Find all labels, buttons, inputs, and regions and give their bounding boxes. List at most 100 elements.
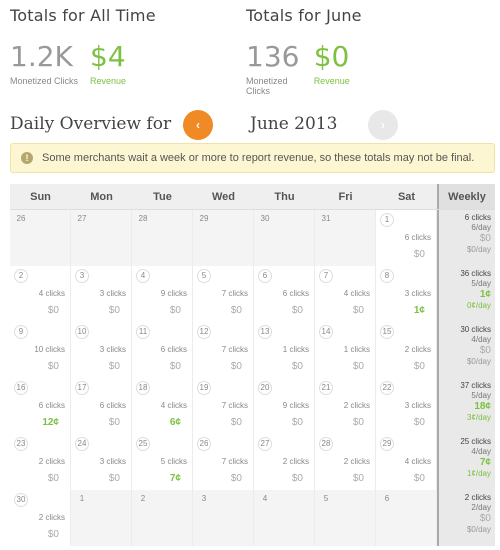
weekly-revenue: 7¢ bbox=[479, 457, 491, 468]
all-time-clicks-value: 1.2K bbox=[10, 40, 73, 73]
day-number: 9 bbox=[14, 325, 28, 339]
day-number: 7 bbox=[319, 269, 333, 283]
all-time-revenue-value: $4 bbox=[90, 40, 126, 73]
weekly-summary: 30 clicks 4/day $0 $0/day bbox=[437, 322, 495, 378]
revenue-delay-alert: ! Some merchants wait a week or more to … bbox=[10, 143, 495, 173]
calendar-day[interactable]: 23 2 clicks $0 bbox=[10, 434, 71, 490]
day-number: 20 bbox=[258, 381, 272, 395]
calendar-day[interactable]: 1 6 clicks $0 bbox=[376, 210, 437, 266]
day-number: 17 bbox=[75, 381, 89, 395]
weekly-revenue-per-day: 3¢/day bbox=[466, 413, 491, 422]
day-number: 21 bbox=[319, 381, 333, 395]
weekly-summary: 37 clicks 5/day 18¢ 3¢/day bbox=[437, 378, 495, 434]
weekly-clicks: 25 clicks bbox=[460, 437, 491, 446]
totals-month-title: Totals for June bbox=[246, 6, 362, 25]
calendar-week-row: 23 2 clicks $0 24 3 clicks $0 25 5 clicks 7¢ 26 7 … bbox=[10, 434, 495, 490]
day-clicks: 3 clicks bbox=[99, 457, 126, 466]
day-clicks: 9 clicks bbox=[282, 401, 309, 410]
totals-all-time-title: Totals for All Time bbox=[10, 6, 156, 25]
calendar-day[interactable]: 10 3 clicks $0 bbox=[71, 322, 132, 378]
calendar-body: 26 27 28 29 30 31 1 6 clicks $0 6 clicks 6/day $0 $0… bbox=[10, 210, 495, 546]
calendar-day[interactable]: 29 4 clicks $0 bbox=[376, 434, 437, 490]
calendar-day[interactable]: 21 2 clicks $0 bbox=[315, 378, 376, 434]
calendar-day[interactable]: 8 3 clicks 1¢ bbox=[376, 266, 437, 322]
calendar-day[interactable]: 11 6 clicks $0 bbox=[132, 322, 193, 378]
day-clicks: 2 clicks bbox=[343, 457, 370, 466]
day-clicks: 1 clicks bbox=[343, 345, 370, 354]
weekly-revenue-per-day: $0/day bbox=[466, 525, 491, 534]
totals-section: Totals for All Time 1.2K Monetized Click… bbox=[10, 6, 490, 96]
header-weekly: Weekly bbox=[437, 184, 495, 209]
totals-all-time-metrics: 1.2K Monetized Clicks $4 Revenue bbox=[10, 40, 138, 87]
calendar-day[interactable]: 5 7 clicks $0 bbox=[193, 266, 254, 322]
weekly-clicks: 2 clicks bbox=[464, 493, 491, 502]
day-number: 23 bbox=[14, 437, 28, 451]
month-revenue-metric: $0 Revenue bbox=[314, 42, 350, 96]
day-revenue: $0 bbox=[47, 361, 59, 372]
weekly-summary: 25 clicks 4/day 7¢ 1¢/day bbox=[437, 434, 495, 490]
calendar-day[interactable]: 18 4 clicks 6¢ bbox=[132, 378, 193, 434]
day-number: 4 bbox=[262, 494, 268, 503]
day-revenue: $0 bbox=[169, 305, 181, 316]
header-mon: Mon bbox=[90, 191, 113, 203]
calendar-day[interactable]: 19 7 clicks $0 bbox=[193, 378, 254, 434]
header-wed: Wed bbox=[211, 191, 236, 203]
calendar-day[interactable]: 24 3 clicks $0 bbox=[71, 434, 132, 490]
weekly-summary: 6 clicks 6/day $0 $0/day bbox=[437, 210, 495, 266]
calendar-day[interactable]: 15 2 clicks $0 bbox=[376, 322, 437, 378]
calendar-day[interactable]: 13 1 clicks $0 bbox=[254, 322, 315, 378]
day-clicks: 5 clicks bbox=[160, 457, 187, 466]
all-time-clicks-metric: 1.2K Monetized Clicks bbox=[10, 40, 78, 87]
calendar-day[interactable]: 4 9 clicks $0 bbox=[132, 266, 193, 322]
calendar-day[interactable]: 27 2 clicks $0 bbox=[254, 434, 315, 490]
day-clicks: 3 clicks bbox=[99, 289, 126, 298]
weekly-clicks-per-day: 4/day bbox=[471, 447, 491, 456]
day-revenue: $0 bbox=[291, 305, 303, 316]
day-revenue: 12¢ bbox=[42, 417, 59, 428]
weekly-revenue: 18¢ bbox=[474, 401, 491, 412]
day-number: 22 bbox=[380, 381, 394, 395]
info-icon: ! bbox=[21, 152, 33, 164]
calendar-day[interactable]: 2 4 clicks $0 bbox=[10, 266, 71, 322]
calendar-day[interactable]: 12 7 clicks $0 bbox=[193, 322, 254, 378]
day-number: 16 bbox=[14, 381, 28, 395]
day-clicks: 10 clicks bbox=[34, 345, 65, 354]
calendar-day[interactable]: 16 6 clicks 12¢ bbox=[10, 378, 71, 434]
calendar-day[interactable]: 6 6 clicks $0 bbox=[254, 266, 315, 322]
totals-month-metrics: 136 Monetized Clicks $0 Revenue bbox=[246, 42, 362, 97]
day-number: 2 bbox=[140, 494, 146, 503]
calendar-day[interactable]: 17 6 clicks $0 bbox=[71, 378, 132, 434]
calendar-day-outside: 26 bbox=[10, 210, 71, 266]
day-revenue: $0 bbox=[108, 417, 120, 428]
prev-month-button[interactable]: ‹ bbox=[183, 110, 213, 140]
calendar-day[interactable]: 7 4 clicks $0 bbox=[315, 266, 376, 322]
day-clicks: 3 clicks bbox=[404, 289, 431, 298]
next-month-button[interactable]: › bbox=[368, 110, 398, 140]
day-revenue: $0 bbox=[108, 473, 120, 484]
calendar-day[interactable]: 25 5 clicks 7¢ bbox=[132, 434, 193, 490]
day-number: 26 bbox=[197, 437, 211, 451]
calendar-day[interactable]: 22 3 clicks $0 bbox=[376, 378, 437, 434]
header-thu: Thu bbox=[274, 191, 295, 203]
day-number: 3 bbox=[75, 269, 89, 283]
day-clicks: 2 clicks bbox=[404, 345, 431, 354]
day-clicks: 9 clicks bbox=[160, 289, 187, 298]
all-time-revenue-metric: $4 Revenue bbox=[90, 40, 126, 87]
day-revenue: 6¢ bbox=[169, 417, 181, 428]
calendar-day[interactable]: 28 2 clicks $0 bbox=[315, 434, 376, 490]
weekly-revenue: $0 bbox=[479, 345, 491, 356]
calendar-day[interactable]: 26 7 clicks $0 bbox=[193, 434, 254, 490]
weekly-clicks-per-day: 5/day bbox=[471, 391, 491, 400]
calendar-day[interactable]: 3 3 clicks $0 bbox=[71, 266, 132, 322]
weekly-clicks: 37 clicks bbox=[460, 381, 491, 390]
calendar-day[interactable]: 30 2 clicks $0 bbox=[10, 490, 71, 546]
day-revenue: $0 bbox=[230, 417, 242, 428]
calendar-day[interactable]: 20 9 clicks $0 bbox=[254, 378, 315, 434]
calendar-day[interactable]: 9 10 clicks $0 bbox=[10, 322, 71, 378]
calendar-day[interactable]: 14 1 clicks $0 bbox=[315, 322, 376, 378]
day-revenue: $0 bbox=[413, 249, 425, 260]
day-clicks: 7 clicks bbox=[221, 345, 248, 354]
header-fri: Fri bbox=[338, 191, 353, 203]
calendar-day-outside: 6 bbox=[376, 490, 437, 546]
calendar-week-row: 30 2 clicks $0 1 2 3 4 5 6 2 clicks 2/day $0 $0/day bbox=[10, 490, 495, 546]
